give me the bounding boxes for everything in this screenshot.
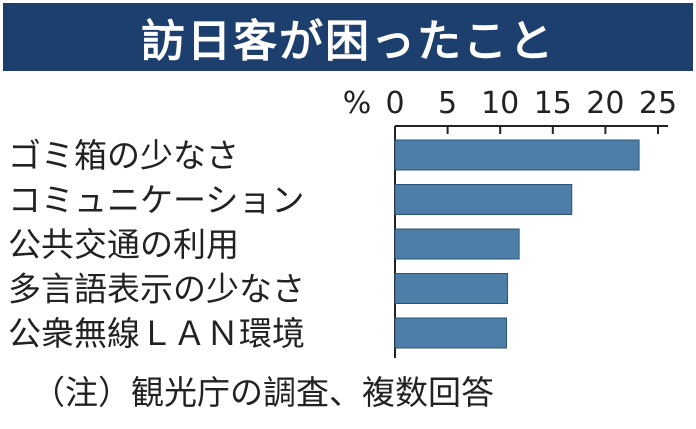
bar [394,184,573,215]
x-unit-label: % [343,86,372,121]
bar [394,317,508,349]
x-tick-label: 25 [639,86,677,121]
category-label: 公共交通の利用 [8,225,239,264]
chart-title: 訪日客が困ったこと [141,16,555,67]
x-tick-label: 20 [586,86,624,121]
bar [394,228,520,260]
category-label: 公衆無線ＬＡＮ環境 [8,314,305,353]
x-tick-label: 5 [438,86,457,121]
source-note: （注）観光庁の調査、複数回答 [32,373,494,412]
category-label: コミュニケーション [8,181,304,220]
x-tick-label: 10 [481,86,519,121]
x-tick-label: 15 [534,86,572,121]
category-label: 多言語表示の少なさ [8,270,305,309]
x-tick-label: 0 [385,86,404,121]
category-label: ゴミ箱の少なさ [8,136,239,175]
bar [394,139,640,171]
title-bar: 訪日客が困ったこと [3,3,693,71]
bar [394,273,509,304]
